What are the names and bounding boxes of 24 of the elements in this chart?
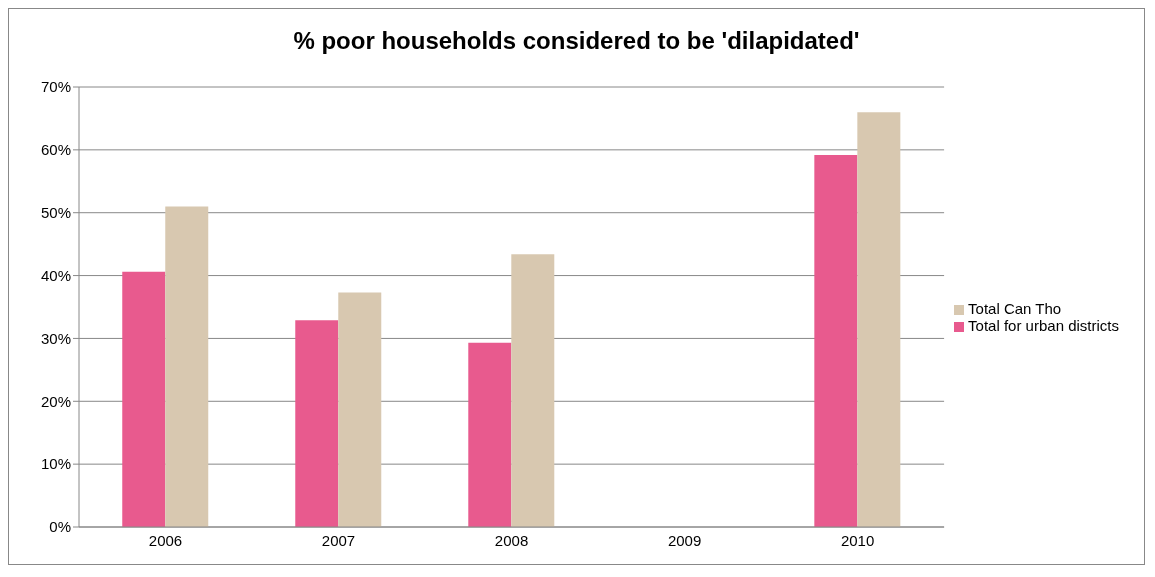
bar (295, 320, 339, 527)
y-tick-label: 0% (49, 518, 71, 536)
bar (165, 206, 209, 527)
y-tick-label: 60% (40, 141, 71, 159)
legend-label: Total Can Tho (968, 300, 1062, 317)
bar (857, 112, 901, 527)
bar (814, 154, 858, 527)
bar (122, 271, 166, 527)
y-tick-label: 50% (40, 204, 71, 222)
x-tick-label: 2009 (667, 531, 702, 549)
y-tick-label: 10% (40, 455, 71, 473)
bar (511, 254, 555, 527)
y-tick-label: 70% (40, 78, 71, 96)
y-tick-label: 20% (40, 392, 71, 410)
y-tick-label: 40% (40, 266, 71, 284)
x-tick-label: 2008 (494, 531, 529, 549)
x-tick-label: 2010 (840, 531, 875, 549)
bar (338, 292, 382, 527)
y-tick-label: 30% (40, 329, 71, 347)
x-tick-label: 2006 (148, 531, 183, 549)
bar (468, 342, 512, 527)
legend-label: Total for urban districts (968, 317, 1119, 334)
chart-title: % poor households considered to be 'dilapidated' (292, 26, 861, 56)
x-tick-label: 2007 (321, 531, 356, 549)
